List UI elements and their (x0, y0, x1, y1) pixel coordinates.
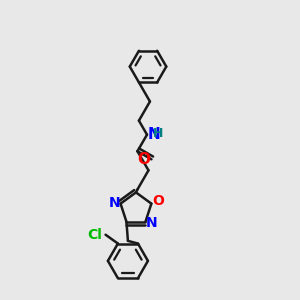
Text: Cl: Cl (88, 228, 103, 242)
Text: O: O (152, 194, 164, 208)
Text: N: N (108, 196, 120, 210)
Text: N: N (148, 127, 161, 142)
Text: O: O (137, 152, 150, 167)
Text: N: N (146, 216, 158, 230)
Text: H: H (153, 127, 164, 140)
